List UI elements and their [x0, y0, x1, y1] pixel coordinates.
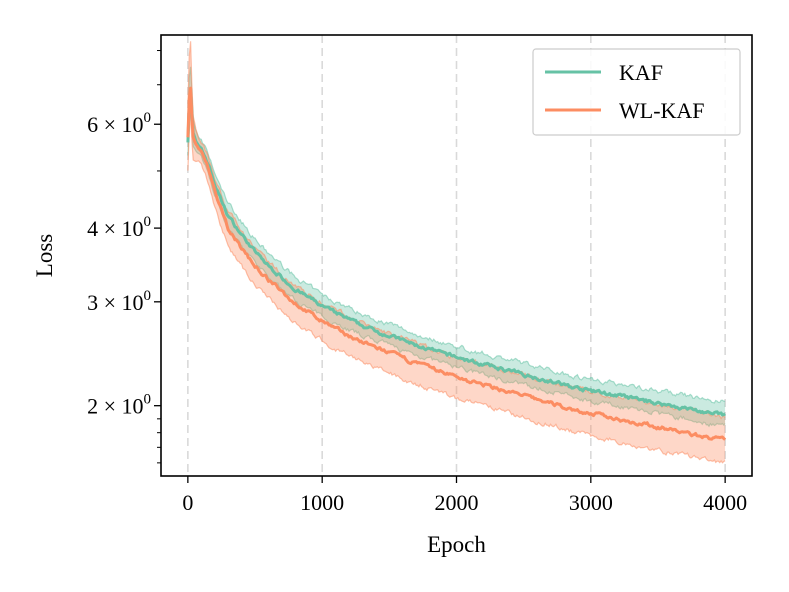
x-tick-label-4000: 4000	[703, 490, 747, 515]
series-lines	[186, 86, 727, 441]
grid-lines	[187, 35, 726, 476]
legend: KAF WL-KAF	[532, 48, 741, 136]
x-axis-title: Epoch	[427, 532, 486, 557]
y-tick-label-2: 2 × 100	[87, 392, 151, 419]
x-tick-label-3000: 3000	[569, 490, 613, 515]
band-lower-edge-wl-kaf	[187, 115, 726, 464]
y-tick-label-6: 6 × 100	[87, 110, 151, 137]
x-tick-label-2000: 2000	[435, 490, 479, 515]
band-lower-edge-kaf	[187, 106, 726, 428]
band-kaf	[187, 66, 726, 427]
y-axis-title: Loss	[32, 234, 57, 278]
legend-label-kaf: KAF	[619, 60, 663, 85]
x-tick-label-1000: 1000	[300, 490, 344, 515]
x-axis-ticks: 0 1000 2000 3000 4000	[182, 476, 747, 515]
y-tick-label-3: 3 × 100	[87, 288, 151, 315]
band-wl-kaf	[187, 41, 726, 463]
y-axis-ticks: 2 × 100 3 × 100 4 × 100 6 × 100	[87, 50, 161, 464]
line-wl-kaf	[186, 86, 727, 441]
x-tick-label-0: 0	[182, 490, 193, 515]
y-tick-label-4: 4 × 100	[87, 214, 151, 241]
band-upper-edge-kaf	[187, 66, 726, 404]
legend-label-wl-kaf: WL-KAF	[619, 98, 705, 123]
line-kaf	[186, 87, 726, 417]
